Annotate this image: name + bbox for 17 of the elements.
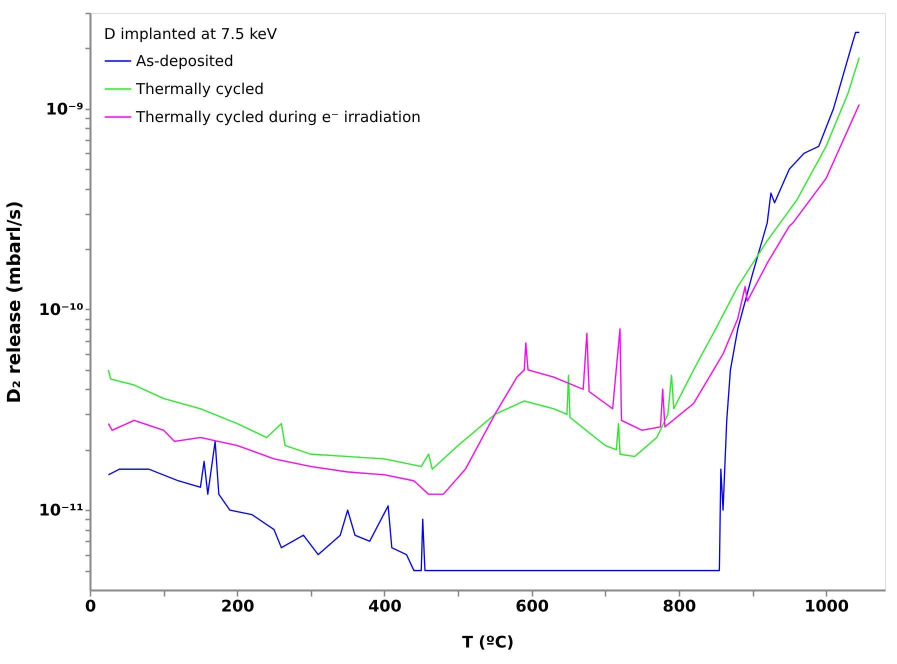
x-tick-label: 400: [368, 596, 402, 616]
y-axis-title: D₂ release (mbarl/s): [4, 200, 25, 404]
legend-label: As-deposited: [136, 52, 234, 70]
legend-title: D implanted at 7.5 keV: [104, 25, 278, 43]
line-series: [108, 104, 860, 495]
y-tick-label: 10⁻¹¹: [38, 500, 84, 520]
legend-label: Thermally cycled during e⁻ irradiation: [135, 108, 421, 126]
y-tick-label: 10⁻⁹: [46, 99, 84, 118]
x-tick-label: 1000: [804, 596, 849, 616]
x-axis-title: T (ºC): [462, 632, 514, 652]
line-series: [108, 56, 860, 470]
x-tick-label: 600: [515, 596, 549, 616]
x-tick-label: 800: [662, 596, 696, 616]
legend-label: Thermally cycled: [135, 80, 264, 98]
x-tick-label: 0: [84, 596, 96, 616]
y-tick-label: 10⁻¹⁰: [38, 300, 84, 319]
x-tick-label: 200: [221, 596, 254, 616]
